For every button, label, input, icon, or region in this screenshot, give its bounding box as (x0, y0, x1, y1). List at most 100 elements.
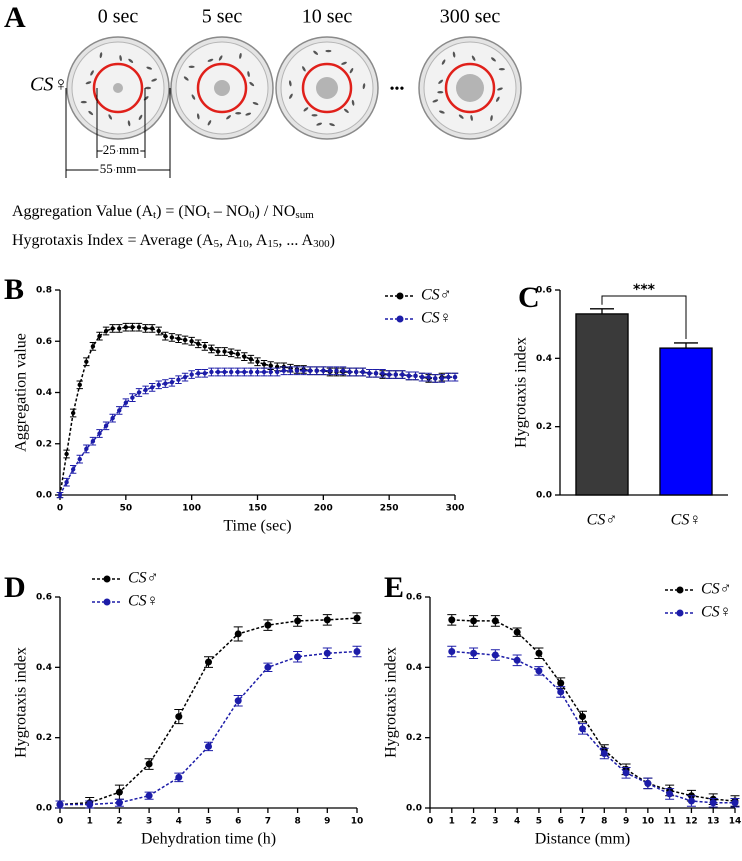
data-point (97, 431, 102, 436)
equation: Aggregation Value (At) = (NOt – NO0) / N… (12, 203, 314, 221)
water-spot (214, 80, 230, 96)
data-point (452, 374, 458, 380)
series-line (451, 619, 736, 802)
x-tick-label: 100 (182, 504, 201, 514)
x-tick-label: 7 (265, 817, 271, 827)
data-point (327, 368, 333, 373)
data-point (448, 616, 456, 624)
fly (329, 123, 335, 127)
fly (311, 114, 318, 117)
data-point (419, 374, 425, 380)
fly (351, 99, 355, 106)
x-tick-label: 10 (642, 817, 655, 827)
dimension-lines (65, 88, 171, 178)
data-point (294, 368, 300, 373)
x-tick-label: 300 (446, 504, 465, 514)
fly (196, 113, 200, 120)
legend-label: CS♂ (421, 287, 452, 304)
data-point (323, 649, 331, 657)
data-point (64, 479, 69, 485)
dimension-label: 25 mm (103, 142, 139, 157)
equation-text: ) (330, 232, 335, 249)
y-tick-label: 0.4 (406, 663, 422, 673)
data-point (579, 713, 586, 721)
data-point (666, 790, 674, 798)
data-point (84, 359, 89, 364)
y-tick-label: 0.0 (406, 804, 422, 814)
data-point (56, 800, 64, 808)
data-point (353, 648, 361, 656)
y-tick-label: 0.0 (36, 491, 52, 501)
x-axis-title: Time (sec) (223, 518, 291, 535)
x-tick-label: 4 (176, 817, 182, 827)
x-tick-label: 14 (729, 817, 742, 827)
subscript: 10 (238, 238, 250, 250)
y-tick-label: 0.4 (36, 663, 52, 673)
data-point (242, 354, 247, 359)
fly (128, 58, 134, 63)
series-line (59, 617, 358, 806)
x-tick-label: 1 (449, 817, 455, 827)
data-point (248, 369, 254, 375)
data-point (644, 779, 652, 787)
x-tick-label: 6 (235, 817, 241, 827)
fly (85, 81, 92, 85)
fly (235, 112, 242, 115)
y-tick-label: 0.2 (406, 733, 422, 743)
data-point (433, 376, 438, 381)
subscript: 300 (313, 238, 330, 250)
fly (341, 61, 347, 65)
fly (437, 91, 444, 94)
legend-marker (676, 586, 684, 594)
panel-label: A (4, 1, 26, 34)
data-point (228, 350, 234, 355)
data-point (234, 630, 242, 638)
subscript: 15 (267, 238, 279, 250)
data-point (513, 628, 521, 636)
data-point (314, 368, 319, 373)
data-point (307, 368, 313, 373)
data-point (156, 382, 161, 388)
fly (249, 81, 255, 87)
data-point (77, 456, 82, 462)
legend-marker (676, 609, 684, 617)
data-point (86, 800, 94, 808)
fly (207, 58, 214, 62)
fly (303, 107, 309, 112)
y-tick-label: 0.2 (36, 439, 52, 449)
equation: Hygrotaxis Index = Average (A5, A10, A15… (12, 232, 335, 250)
fly (441, 59, 446, 65)
y-tick-label: 0.6 (536, 286, 552, 296)
panel-label: E (384, 571, 404, 604)
data-point (70, 467, 76, 472)
fly (191, 94, 196, 100)
equation-text: Hygrotaxis Index = Average (A (12, 232, 214, 249)
fly (247, 71, 250, 78)
significance-bracket (601, 295, 687, 339)
series-line (59, 369, 455, 496)
legend-marker (103, 598, 111, 606)
series-line (451, 650, 735, 804)
time-label: 5 sec (202, 6, 243, 28)
data-point (600, 749, 608, 757)
panel-a: A 0 sec 5 sec 10 sec 300 sec CS♀ ••• 25 … (4, 1, 522, 250)
data-point (275, 369, 280, 375)
data-point (202, 344, 208, 349)
x-axis-title: Dehydration time (h) (141, 831, 276, 848)
data-point (182, 374, 188, 380)
fly (138, 114, 143, 121)
y-axis-title: Hygrotaxis index (383, 647, 400, 758)
series-line (60, 650, 358, 806)
x-tick-label: 2 (470, 817, 476, 827)
data-point (205, 658, 212, 666)
significance-label: *** (633, 282, 656, 298)
data-point (268, 363, 273, 368)
data-point (115, 799, 123, 807)
data-point (426, 374, 431, 380)
data-point (64, 451, 69, 457)
data-point (622, 769, 630, 777)
data-point (242, 369, 247, 375)
equation-text: , A (219, 232, 238, 249)
y-axis-title: Hygrotaxis index (513, 337, 530, 448)
data-point (354, 369, 359, 375)
